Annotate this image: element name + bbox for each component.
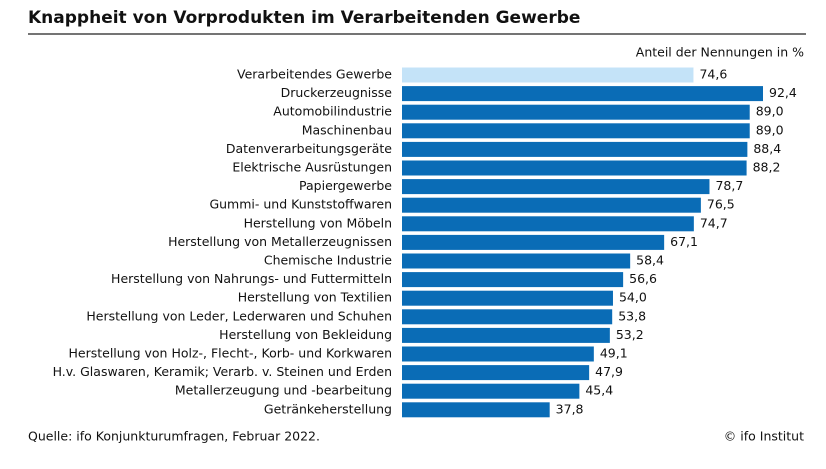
chart-title: Knappheit von Vorprodukten im Verarbeite…	[28, 8, 580, 28]
category-label: Getränkeherstellung	[264, 401, 392, 416]
source: Quelle: ifo Konjunkturumfragen, Februar …	[28, 429, 320, 444]
bar	[402, 216, 694, 232]
category-label: Datenverarbeitungsgeräte	[226, 141, 392, 156]
subtitle: Anteil der Nennungen in %	[636, 45, 804, 60]
category-label: Herstellung von Leder, Lederwaren und Sc…	[86, 308, 392, 323]
value-label: 53,2	[616, 327, 644, 342]
category-label: Automobilindustrie	[273, 104, 392, 119]
category-label: H.v. Glaswaren, Keramik; Verarb. v. Stei…	[53, 364, 392, 379]
bar	[402, 253, 631, 269]
bar	[402, 383, 580, 399]
value-label: 37,8	[556, 401, 584, 416]
bar	[402, 272, 624, 288]
value-label: 54,0	[619, 290, 647, 305]
bar	[402, 327, 610, 343]
value-label: 58,4	[636, 253, 664, 268]
value-label: 49,1	[600, 346, 628, 361]
bar	[402, 234, 665, 250]
value-label: 92,4	[769, 85, 797, 100]
category-label: Papiergewerbe	[299, 178, 392, 193]
category-label: Chemische Industrie	[264, 253, 392, 268]
category-label: Herstellung von Metallerzeugnissen	[168, 234, 392, 249]
bar	[402, 67, 694, 83]
value-label: 53,8	[618, 308, 646, 323]
category-label: Metallerzeugung und -bearbeitung	[175, 383, 392, 398]
value-label: 45,4	[585, 383, 613, 398]
bar	[402, 86, 763, 102]
bar	[402, 141, 748, 157]
category-label: Herstellung von Bekleidung	[219, 327, 392, 342]
value-label: 74,6	[699, 67, 727, 82]
category-label: Herstellung von Nahrungs- und Futtermitt…	[111, 271, 392, 286]
credit: © ifo Institut	[724, 429, 804, 444]
value-label: 78,7	[715, 178, 743, 193]
value-label: 89,0	[756, 104, 784, 119]
value-label: 67,1	[670, 234, 698, 249]
category-label: Herstellung von Holz-, Flecht-, Korb- un…	[68, 346, 392, 361]
bar	[402, 123, 750, 139]
bar	[402, 179, 710, 195]
bar	[402, 365, 590, 381]
value-label: 47,9	[595, 364, 623, 379]
category-label: Herstellung von Textilien	[238, 290, 392, 305]
bar	[402, 346, 594, 362]
value-label: 76,5	[707, 197, 735, 212]
bar	[402, 290, 613, 306]
category-label: Maschinenbau	[302, 122, 392, 137]
bar	[402, 197, 701, 213]
bar	[402, 160, 747, 176]
value-label: 74,7	[700, 215, 728, 230]
value-label: 56,6	[629, 271, 657, 286]
value-label: 89,0	[756, 122, 784, 137]
bar	[402, 402, 550, 418]
category-label: Elektrische Ausrüstungen	[232, 160, 392, 175]
category-label: Verarbeitendes Gewerbe	[237, 67, 392, 82]
category-label: Herstellung von Möbeln	[244, 215, 392, 230]
bar	[402, 309, 613, 325]
bar	[402, 104, 750, 120]
value-label: 88,2	[753, 160, 781, 175]
category-label: Druckerzeugnisse	[281, 85, 393, 100]
value-label: 88,4	[753, 141, 781, 156]
category-label: Gummi- und Kunststoffwaren	[209, 197, 392, 212]
